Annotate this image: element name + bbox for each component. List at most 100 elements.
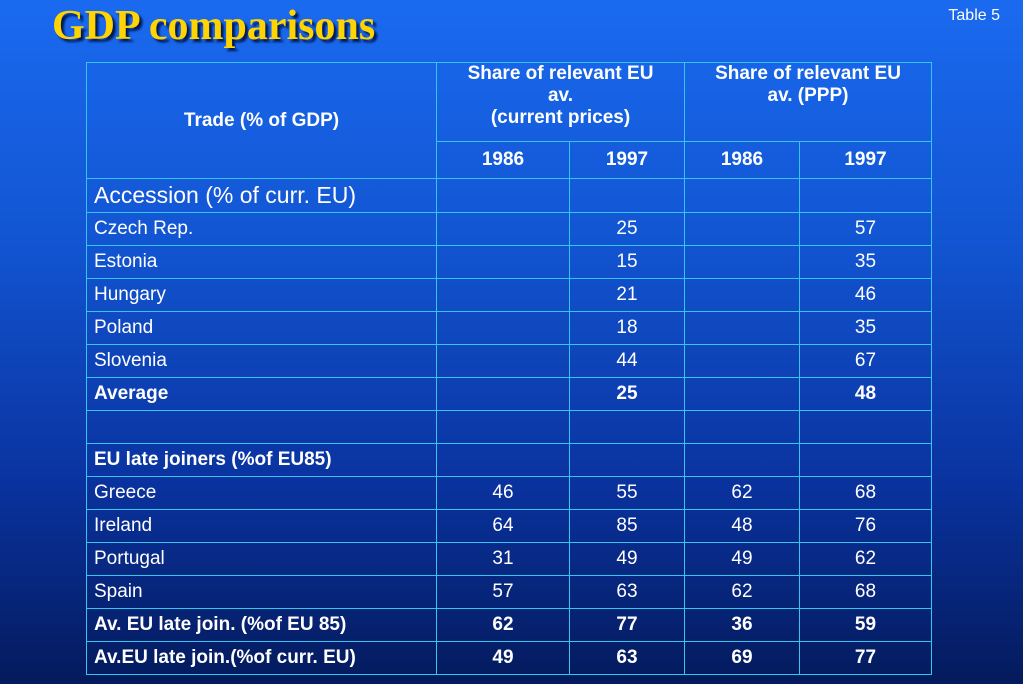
value-cell: 49 <box>436 641 570 675</box>
value-cell: 69 <box>684 641 800 675</box>
value-cell <box>799 410 932 444</box>
value-cell: 59 <box>799 608 932 642</box>
value-cell <box>684 311 800 345</box>
header-row-years: 1986 1997 1986 1997 <box>87 141 932 179</box>
gdp-comparison-table: Trade (% of GDP) Share of relevant EU av… <box>86 62 932 675</box>
value-cell: 63 <box>569 575 685 609</box>
value-cell <box>684 377 800 411</box>
row-label: Av.EU late join.(%of curr. EU) <box>86 641 437 675</box>
value-cell: 44 <box>569 344 685 378</box>
value-cell: 25 <box>569 212 685 246</box>
value-cell: 68 <box>799 476 932 510</box>
value-cell: 68 <box>799 575 932 609</box>
value-cell: 46 <box>799 278 932 312</box>
row-label: Hungary <box>86 278 437 312</box>
group1-line-1: Share of relevant EU <box>467 63 654 85</box>
value-cell <box>684 178 800 213</box>
value-cell: 62 <box>684 575 800 609</box>
value-cell <box>684 443 800 477</box>
value-cell: 46 <box>436 476 570 510</box>
value-cell <box>799 443 932 477</box>
value-cell <box>436 377 570 411</box>
table-row: EU late joiners (%of EU85) <box>86 443 932 477</box>
value-cell <box>569 410 685 444</box>
year-header: 1997 <box>799 141 932 179</box>
value-cell: 85 <box>569 509 685 543</box>
value-cell <box>436 410 570 444</box>
table-row: Poland 18 35 <box>86 311 932 345</box>
table-row: Slovenia 44 67 <box>86 344 932 378</box>
table-row: Spain 57 63 62 68 <box>86 575 932 609</box>
value-cell <box>569 443 685 477</box>
table-row: Av.EU late join.(%of curr. EU) 49 63 69 77 <box>86 641 932 675</box>
value-cell: 35 <box>799 245 932 279</box>
group-header-current-prices: Share of relevant EU av. (current prices… <box>436 62 685 142</box>
value-cell <box>684 344 800 378</box>
value-cell <box>436 178 570 213</box>
value-cell <box>436 311 570 345</box>
group-header-ppp: Share of relevant EU av. (PPP) <box>684 62 932 142</box>
row-label: Average <box>86 377 437 411</box>
row-label: Av. EU late join. (%of EU 85) <box>86 608 437 642</box>
table-row: Hungary 21 46 <box>86 278 932 312</box>
value-cell: 62 <box>436 608 570 642</box>
group2-line-2: av. (PPP) <box>767 84 849 106</box>
value-cell: 25 <box>569 377 685 411</box>
value-cell: 62 <box>799 542 932 576</box>
value-cell: 76 <box>799 509 932 543</box>
value-cell: 67 <box>799 344 932 378</box>
value-cell: 55 <box>569 476 685 510</box>
value-cell: 35 <box>799 311 932 345</box>
header-row-groups: Trade (% of GDP) Share of relevant EU av… <box>86 62 932 179</box>
value-cell <box>436 278 570 312</box>
value-cell <box>684 278 800 312</box>
value-cell <box>569 178 685 213</box>
value-cell: 62 <box>684 476 800 510</box>
row-label: Greece <box>86 476 437 510</box>
row-label-header: Trade (% of GDP) <box>86 62 437 179</box>
group2-line-1: Share of relevant EU <box>715 63 901 85</box>
value-cell: 77 <box>799 641 932 675</box>
value-cell: 64 <box>436 509 570 543</box>
table-row: Av. EU late join. (%of EU 85) 62 77 36 59 <box>86 608 932 642</box>
value-cell <box>799 178 932 213</box>
row-label: Czech Rep. <box>86 212 437 246</box>
value-cell <box>684 245 800 279</box>
value-cell: 57 <box>436 575 570 609</box>
table-row <box>86 410 932 444</box>
table-row: Greece 46 55 62 68 <box>86 476 932 510</box>
table-row: Estonia 15 35 <box>86 245 932 279</box>
table-number-label: Table 5 <box>948 7 1000 24</box>
year-header: 1986 <box>684 141 800 179</box>
value-cell <box>436 212 570 246</box>
value-cell: 21 <box>569 278 685 312</box>
group1-line-3: (current prices) <box>490 106 631 128</box>
row-label: Accession (% of curr. EU) <box>86 178 437 213</box>
row-label: Estonia <box>86 245 437 279</box>
row-label: Poland <box>86 311 437 345</box>
value-cell: 49 <box>684 542 800 576</box>
value-cell <box>436 245 570 279</box>
table-row: Czech Rep. 25 57 <box>86 212 932 246</box>
table-body: Accession (% of curr. EU) Czech Rep. 25 57 E… <box>86 178 932 675</box>
row-label: Slovenia <box>86 344 437 378</box>
value-cell: 31 <box>436 542 570 576</box>
table-row: Ireland 64 85 48 76 <box>86 509 932 543</box>
value-cell <box>684 212 800 246</box>
slide-title: GDP comparisons <box>52 3 376 49</box>
value-cell: 63 <box>569 641 685 675</box>
value-cell: 48 <box>799 377 932 411</box>
value-cell <box>684 410 800 444</box>
value-cell: 49 <box>569 542 685 576</box>
row-label <box>86 410 437 444</box>
value-cell: 36 <box>684 608 800 642</box>
value-cell <box>436 344 570 378</box>
value-cell: 18 <box>569 311 685 345</box>
table-row: Average 25 48 <box>86 377 932 411</box>
value-cell <box>436 443 570 477</box>
group1-line-2: av. <box>547 84 573 106</box>
row-label: Portugal <box>86 542 437 576</box>
table-row: Accession (% of curr. EU) <box>86 178 932 213</box>
table-row: Portugal 31 49 49 62 <box>86 542 932 576</box>
row-label: EU late joiners (%of EU85) <box>86 443 437 477</box>
